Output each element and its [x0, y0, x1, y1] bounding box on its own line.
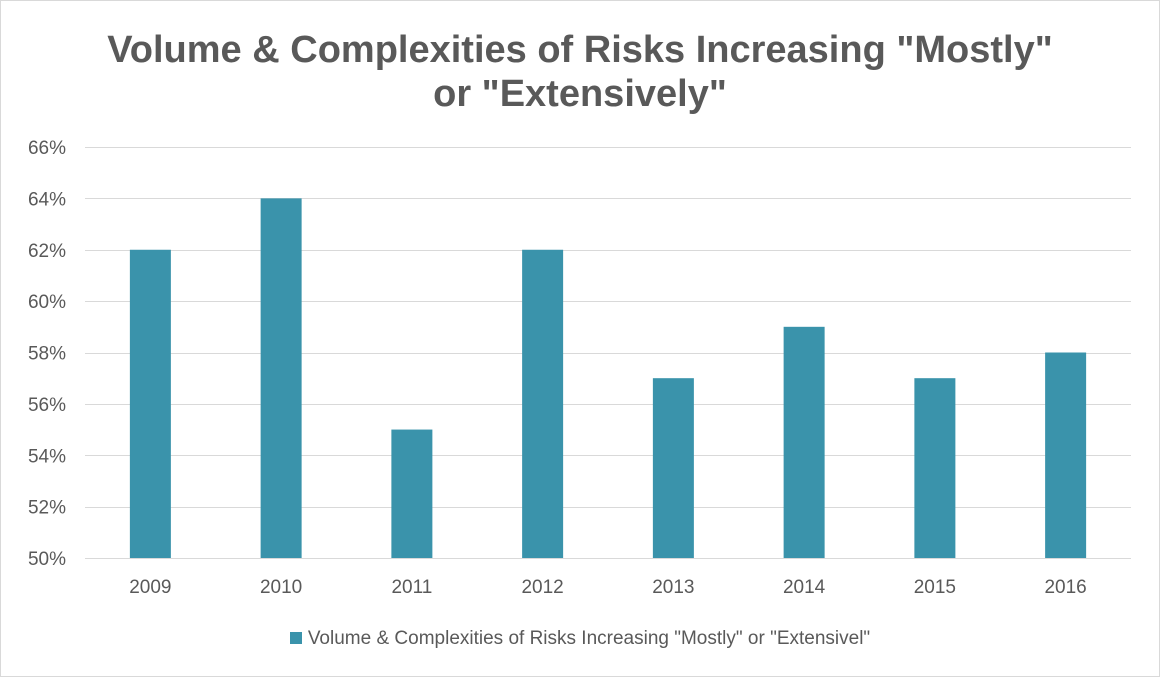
chart-title-line-1: Volume & Complexities of Risks Increasin… — [107, 29, 1053, 71]
x-tick-label: 2012 — [521, 577, 563, 598]
bar-2013 — [652, 378, 694, 558]
y-tick-label: 64% — [28, 189, 66, 210]
bar-2015 — [914, 378, 956, 558]
bar-2009 — [129, 249, 171, 558]
bar-2014 — [783, 326, 825, 558]
x-tick-label: 2014 — [783, 577, 826, 598]
bar-2016 — [1045, 352, 1087, 558]
y-tick-label: 58% — [28, 344, 66, 365]
x-tick-label: 2009 — [129, 577, 171, 598]
legend-label: Volume & Complexities of Risks Increasin… — [307, 628, 871, 649]
y-axis-labels: 50% 52% 54% 56% 58% 60% 62% 64% 66% — [28, 138, 66, 570]
x-axis-labels: 2009 2010 2011 2012 2013 2014 2015 2016 — [129, 577, 1087, 598]
x-tick-label: 2013 — [652, 577, 694, 598]
chart-title-line-2: or "Extensively" — [433, 73, 727, 115]
bar-2012 — [522, 249, 564, 558]
x-tick-label: 2010 — [260, 577, 302, 598]
y-tick-label: 66% — [28, 138, 66, 159]
legend: Volume & Complexities of Risks Increasin… — [0, 628, 1160, 650]
y-tick-label: 52% — [28, 498, 66, 519]
y-tick-label: 56% — [28, 395, 66, 416]
legend-swatch — [289, 632, 302, 644]
chart-title: Volume & Complexities of Risks Increasin… — [0, 28, 1160, 116]
x-tick-label: 2015 — [914, 577, 956, 598]
y-tick-label: 54% — [28, 446, 66, 467]
bars — [129, 198, 1087, 558]
y-tick-label: 50% — [28, 549, 66, 570]
bar-2010 — [260, 198, 302, 558]
y-tick-label: 60% — [28, 292, 66, 313]
bar-2011 — [391, 429, 433, 558]
gridlines — [85, 147, 1131, 559]
x-tick-label: 2011 — [391, 577, 432, 598]
x-tick-label: 2016 — [1044, 577, 1086, 598]
y-tick-label: 62% — [28, 241, 66, 262]
